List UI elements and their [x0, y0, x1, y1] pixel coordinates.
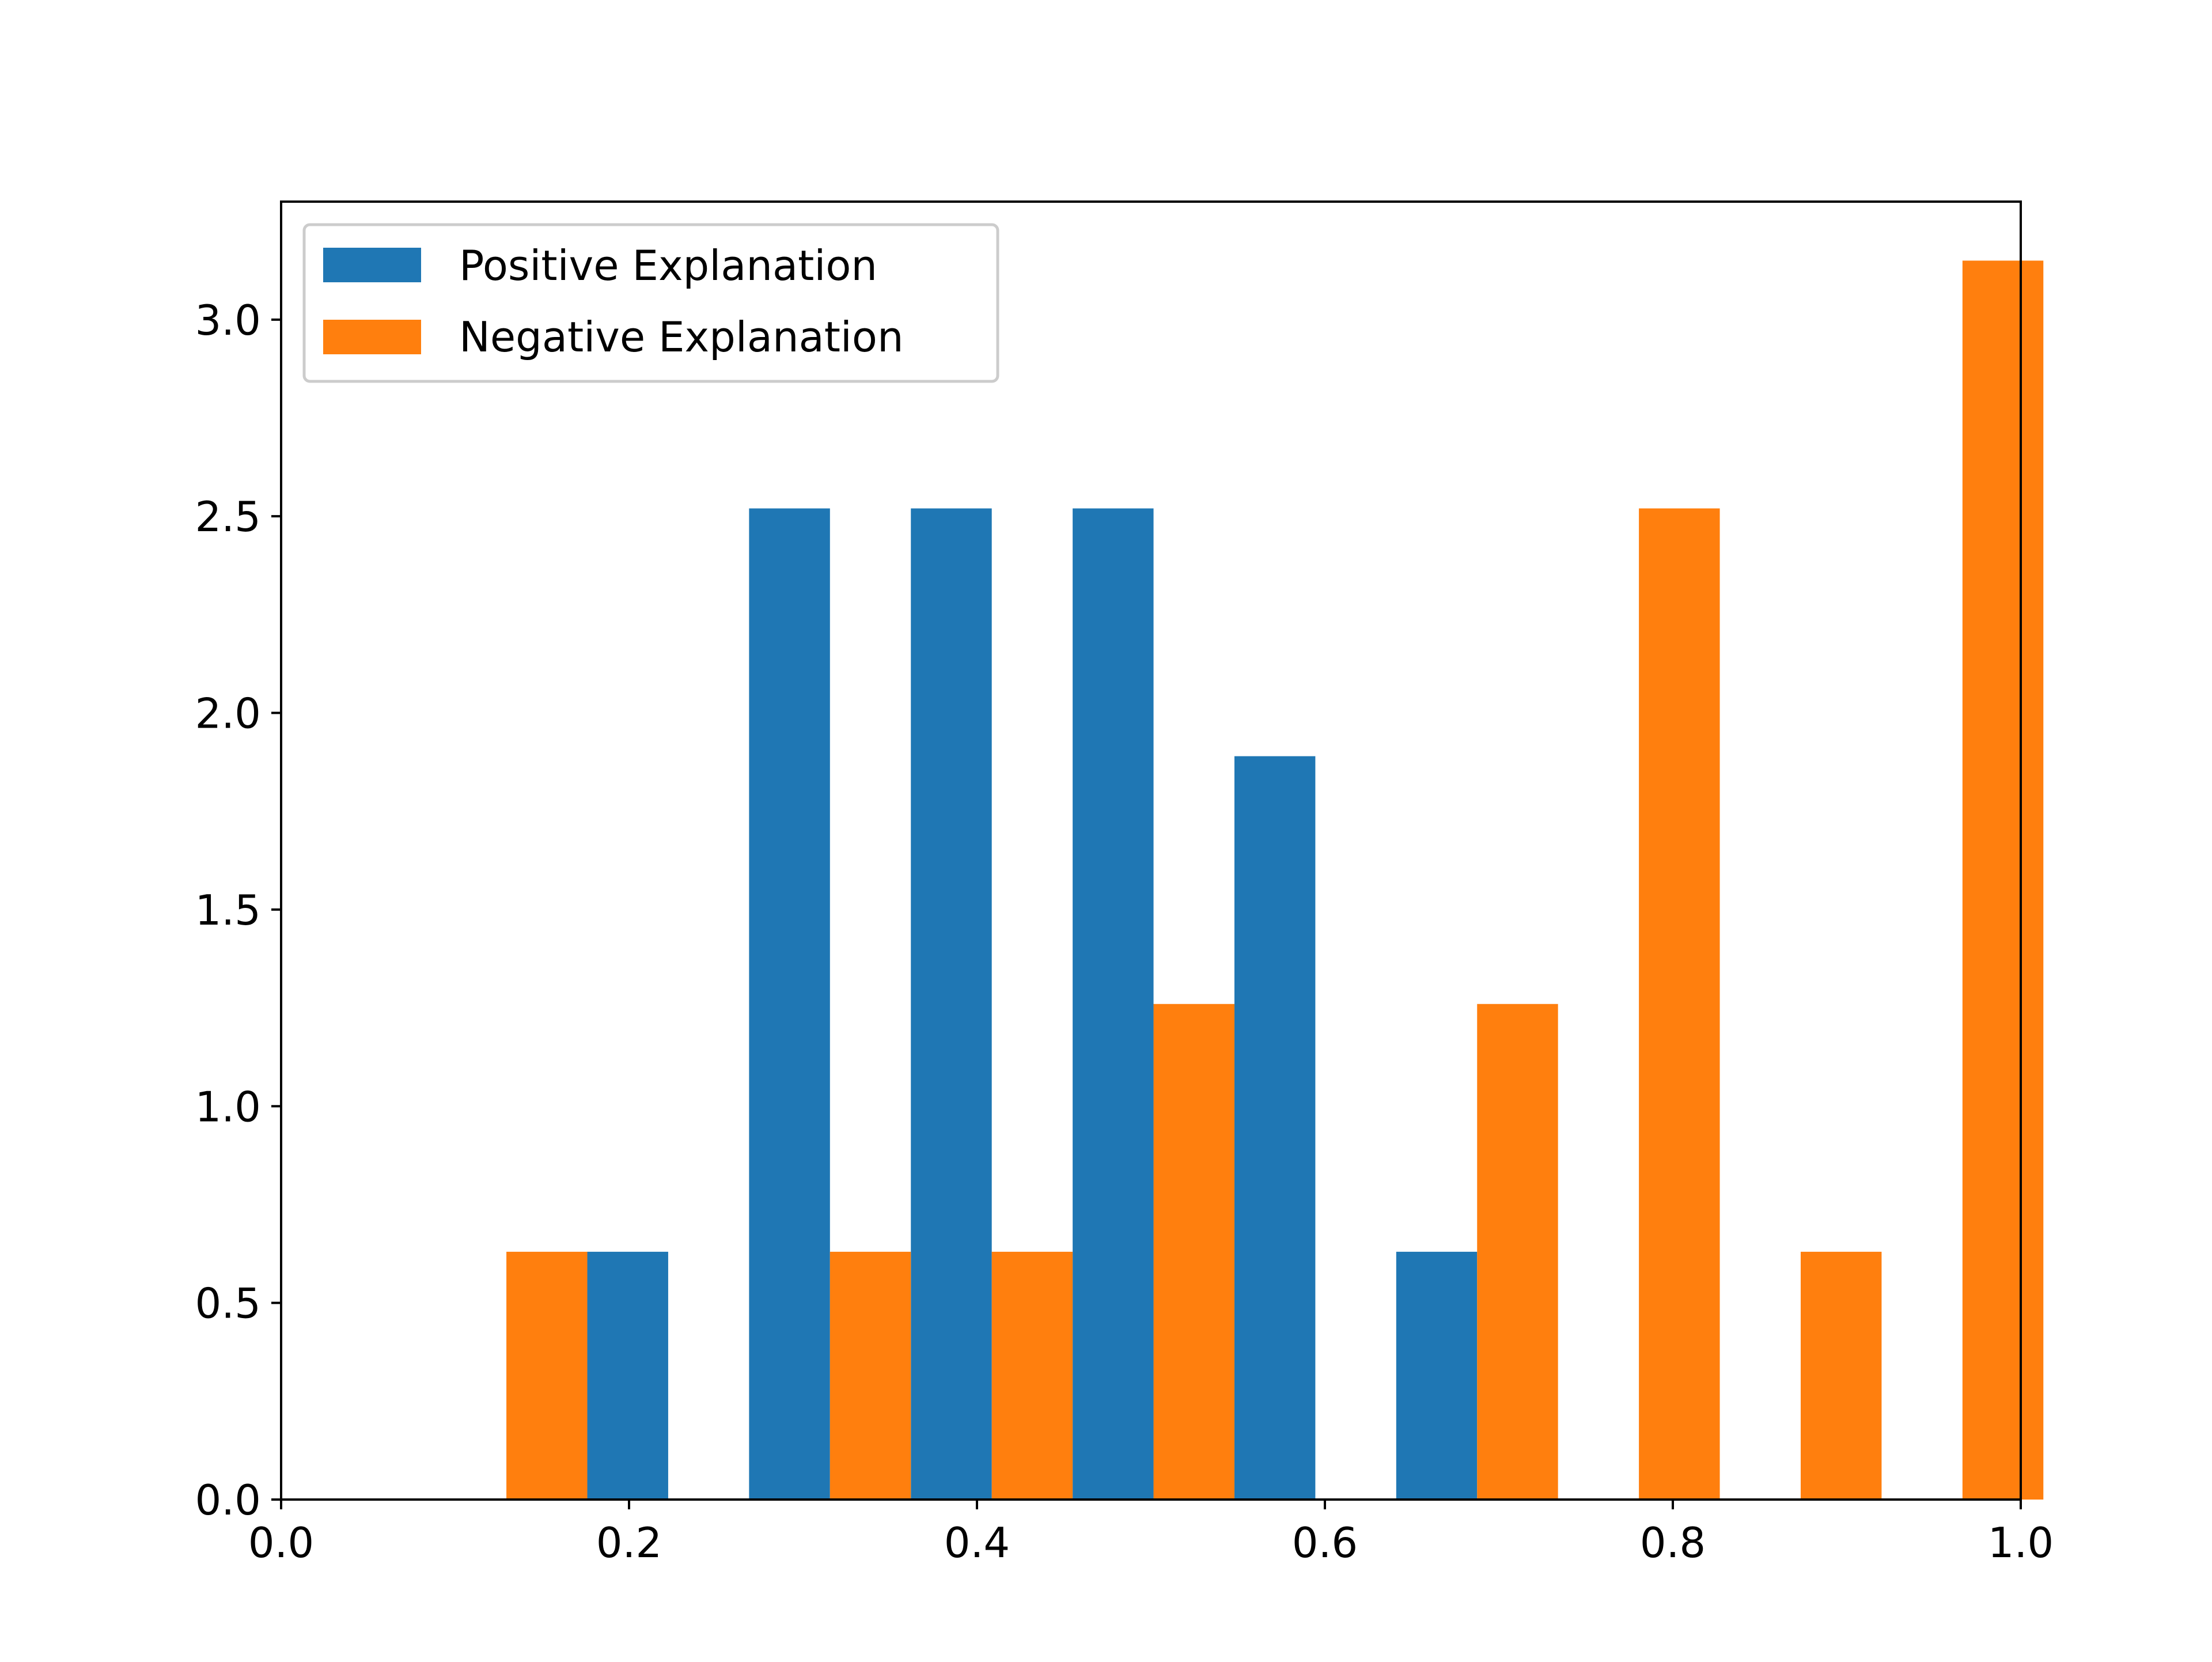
bar-positive-bin-6 [1396, 1251, 1478, 1500]
bar-negative-bin-6 [1477, 1004, 1558, 1500]
bar-negative-bin-8 [1800, 1251, 1882, 1500]
bar-negative-bin-2 [830, 1251, 911, 1500]
legend: Positive Explanation Negative Explanatio… [302, 223, 999, 383]
legend-label-negative: Negative Explanation [459, 313, 904, 361]
bar-negative-bin-0 [506, 1251, 588, 1500]
axes-layer: 0.0 0.2 0.4 0.6 0.8 1.0 0.0 0.5 1.0 1.5 2.0 2.5 3.0 [195, 200, 2054, 1567]
y-tick-label: 2.0 [195, 690, 261, 738]
legend-swatch-negative [323, 320, 421, 354]
y-tick-label: 0.5 [195, 1279, 261, 1328]
bar-positive-bin-2 [749, 508, 830, 1500]
y-tick-label: 3.0 [195, 296, 261, 344]
y-tick-label: 1.0 [195, 1082, 261, 1131]
legend-frame [302, 223, 999, 383]
bars-layer [506, 260, 2044, 1500]
x-tick-label: 0.2 [596, 1519, 662, 1567]
x-tick-label: 0.4 [944, 1519, 1010, 1567]
legend-swatch-positive [323, 248, 421, 282]
bar-negative-bin-3 [991, 1251, 1073, 1500]
y-tick-label: 2.5 [195, 493, 261, 541]
bar-negative-bin-4 [1153, 1004, 1234, 1500]
x-tick-label: 0.0 [248, 1519, 315, 1567]
bar-negative-bin-7 [1639, 508, 1720, 1500]
y-tick-label: 0.0 [195, 1476, 261, 1524]
bar-positive-bin-4 [1073, 508, 1154, 1500]
bar-negative-bin-9 [1962, 260, 2044, 1500]
bar-positive-bin-1 [587, 1251, 668, 1500]
x-tick-label: 0.6 [1292, 1519, 1358, 1567]
bar-positive-bin-3 [911, 508, 992, 1500]
axes-frame [280, 200, 2022, 1501]
legend-label-positive: Positive Explanation [459, 241, 877, 290]
bar-positive-bin-5 [1234, 756, 1316, 1500]
y-tick-label: 1.5 [195, 886, 261, 934]
x-tick-label: 1.0 [1988, 1519, 2054, 1567]
x-tick-label: 0.8 [1640, 1519, 1706, 1567]
